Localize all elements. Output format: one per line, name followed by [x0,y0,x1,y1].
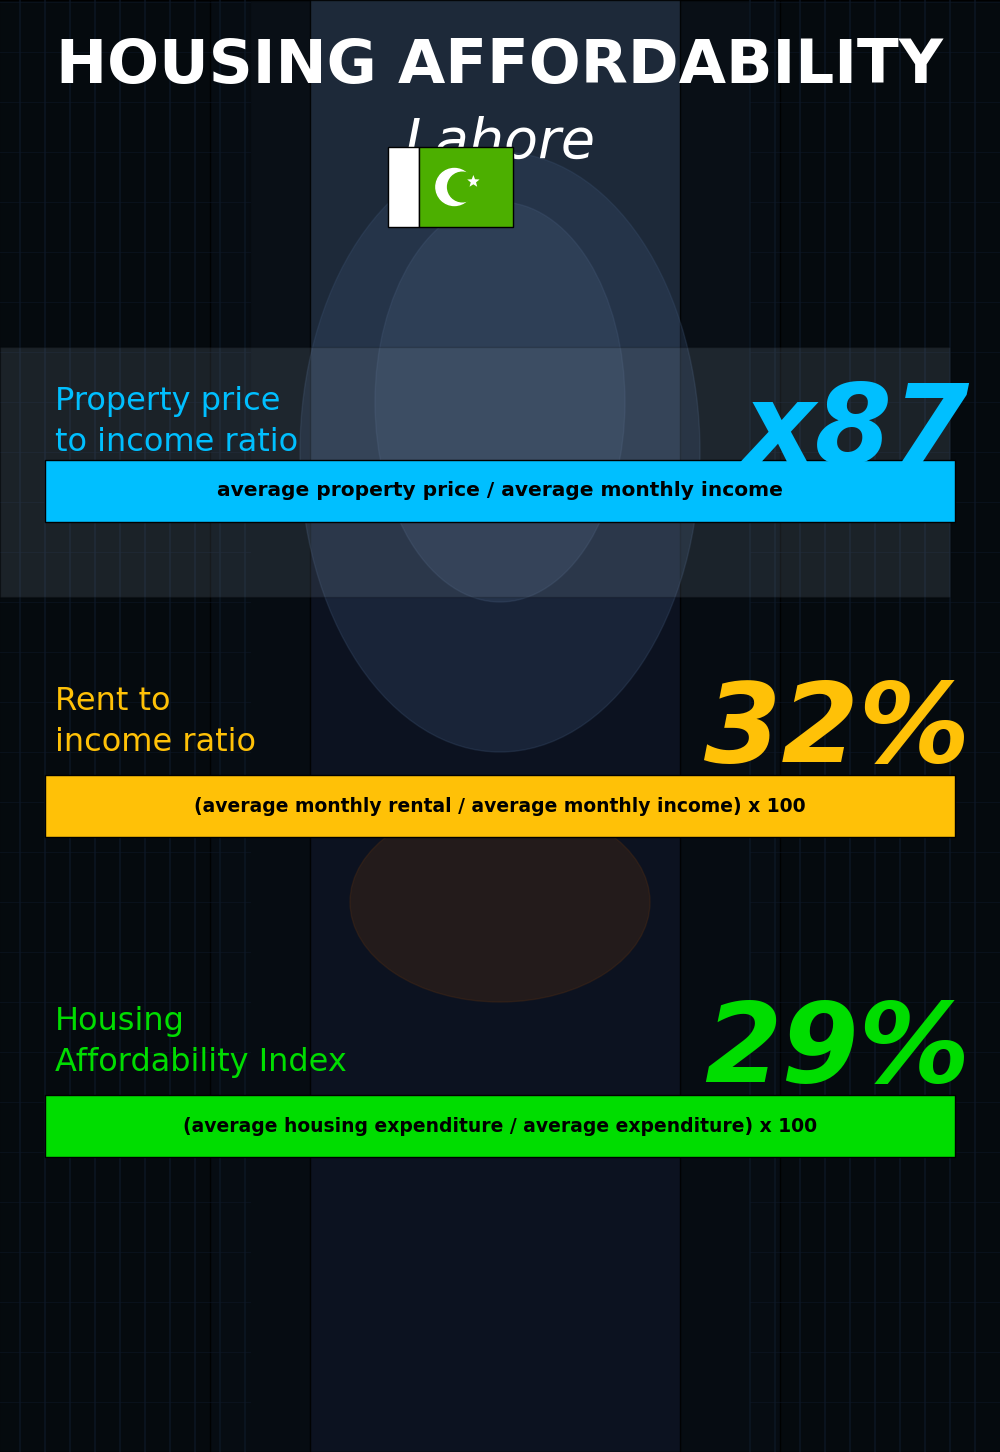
Text: Rent to
income ratio: Rent to income ratio [55,685,256,758]
Circle shape [448,173,477,202]
Ellipse shape [375,202,625,603]
FancyBboxPatch shape [0,0,310,1452]
Text: Lahore: Lahore [404,116,596,168]
FancyBboxPatch shape [0,347,950,597]
FancyBboxPatch shape [419,147,512,227]
Polygon shape [467,176,480,187]
FancyBboxPatch shape [680,0,1000,1452]
Text: 29%: 29% [704,999,970,1105]
Text: (average monthly rental / average monthly income) x 100: (average monthly rental / average monthl… [194,797,806,816]
Text: (average housing expenditure / average expenditure) x 100: (average housing expenditure / average e… [183,1117,817,1135]
Text: Housing
Affordability Index: Housing Affordability Index [55,1006,347,1079]
FancyBboxPatch shape [388,147,419,227]
FancyBboxPatch shape [780,0,1000,1452]
FancyBboxPatch shape [0,0,210,1452]
Ellipse shape [350,802,650,1002]
Circle shape [436,168,473,206]
Text: average property price / average monthly income: average property price / average monthly… [217,482,783,501]
FancyBboxPatch shape [45,460,955,523]
Ellipse shape [300,152,700,752]
Text: 32%: 32% [704,678,970,786]
FancyBboxPatch shape [45,1095,955,1157]
FancyBboxPatch shape [45,775,955,836]
Text: Property price
to income ratio: Property price to income ratio [55,386,298,459]
Text: x87: x87 [744,379,970,485]
FancyBboxPatch shape [250,0,750,502]
Text: HOUSING AFFORDABILITY: HOUSING AFFORDABILITY [56,38,944,96]
